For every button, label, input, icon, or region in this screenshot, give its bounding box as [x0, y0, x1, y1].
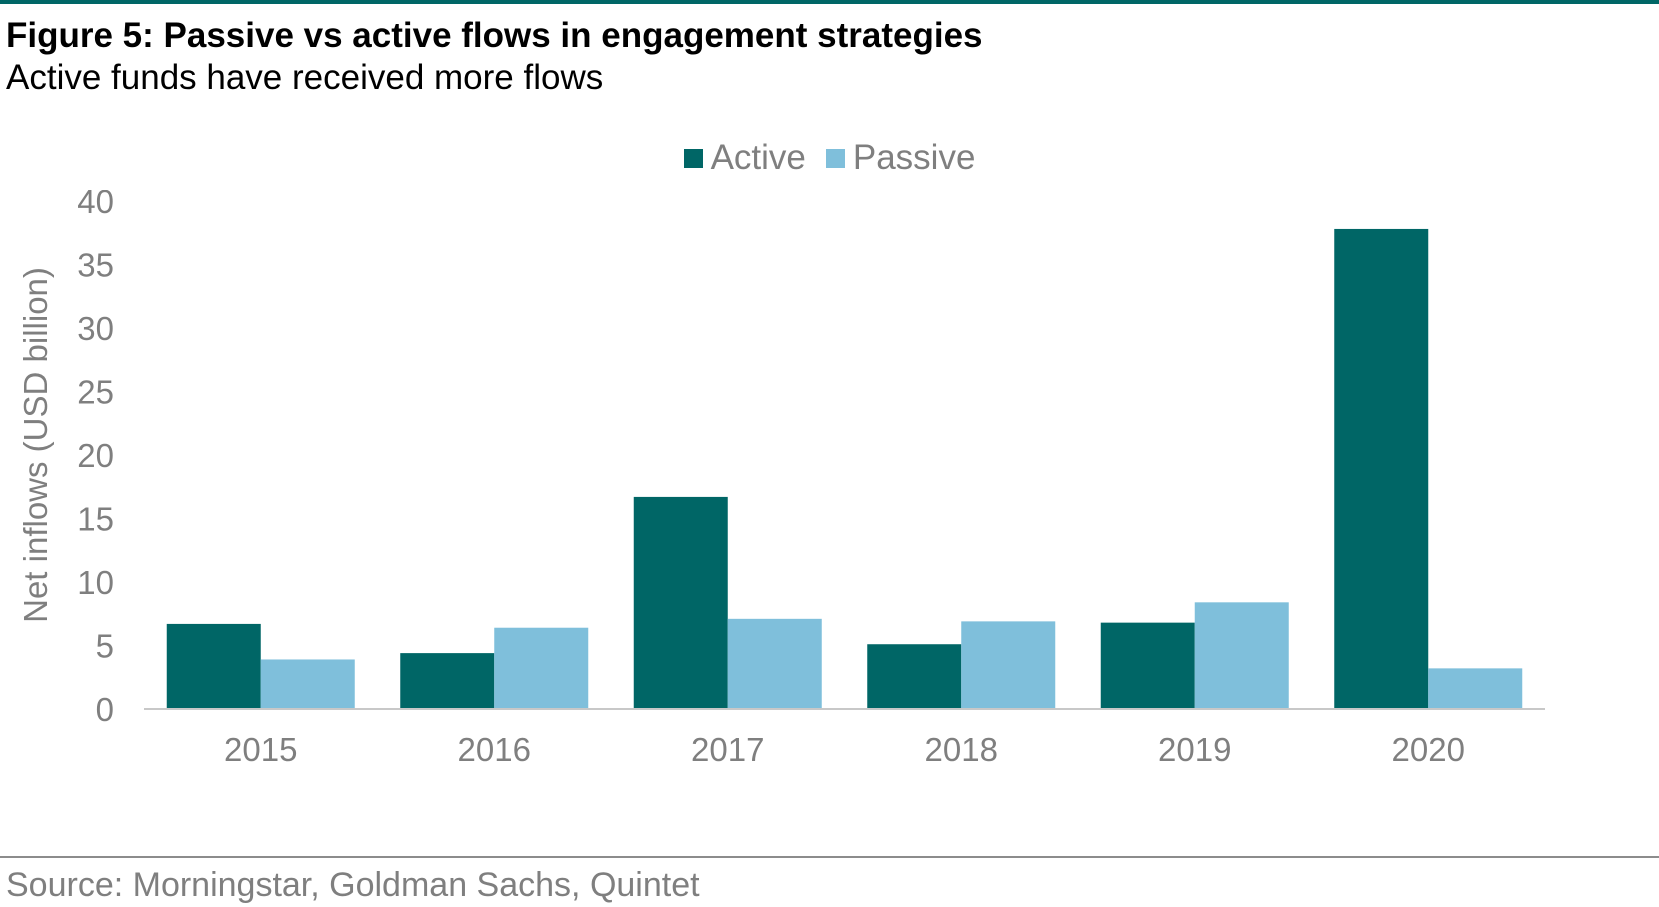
x-tick-label: 2019 [1158, 731, 1231, 768]
y-tick-label: 25 [77, 374, 114, 411]
bar-passive-2018 [961, 621, 1056, 709]
figure-subtitle: Active funds have received more flows [6, 58, 604, 97]
y-tick-label: 10 [77, 564, 114, 601]
bar-active-2015 [166, 623, 261, 709]
source-note: Source: Morningstar, Goldman Sachs, Quin… [6, 866, 700, 904]
legend-label-passive: Passive [852, 138, 976, 177]
bar-active-2016 [400, 653, 495, 709]
bar-passive-2020 [1428, 668, 1523, 709]
legend-swatch-active [683, 148, 703, 168]
bar-passive-2017 [727, 618, 822, 709]
legend-item-active: Active [683, 138, 806, 178]
bar-active-2020 [1334, 228, 1429, 709]
bar-active-2018 [867, 644, 962, 709]
legend-swatch-passive [825, 148, 845, 168]
y-tick-label: 35 [77, 247, 114, 284]
y-tick-label: 15 [77, 501, 114, 538]
bar-chart: 0 5 10 15 20 25 30 35 40 Net inflows (USD billion… [17, 190, 1545, 768]
chart-legend: Active Passive [0, 138, 1659, 178]
bar-active-2017 [633, 496, 728, 709]
x-tick-label: 2015 [224, 731, 297, 768]
y-tick-label: 40 [77, 190, 114, 220]
figure-title: Figure 5: Passive vs active flows in eng… [6, 16, 983, 55]
bar-passive-2015 [260, 659, 355, 709]
bar-passive-2019 [1194, 602, 1289, 709]
bar-active-2019 [1100, 622, 1195, 709]
y-axis-label: Net inflows (USD billion) [17, 267, 54, 623]
bar-passive-2016 [494, 627, 589, 709]
x-tick-label: 2018 [925, 731, 998, 768]
legend-label-active: Active [710, 138, 806, 177]
x-tick-label: 2017 [691, 731, 764, 768]
y-tick-label: 30 [77, 310, 114, 347]
x-tick-label: 2020 [1392, 731, 1465, 768]
legend-item-passive: Passive [825, 138, 976, 178]
y-tick-label: 20 [77, 437, 114, 474]
x-tick-label: 2016 [458, 731, 531, 768]
top-rule [0, 0, 1659, 4]
bottom-rule [0, 856, 1659, 858]
y-tick-label: 0 [96, 691, 114, 728]
y-tick-label: 5 [96, 628, 114, 665]
